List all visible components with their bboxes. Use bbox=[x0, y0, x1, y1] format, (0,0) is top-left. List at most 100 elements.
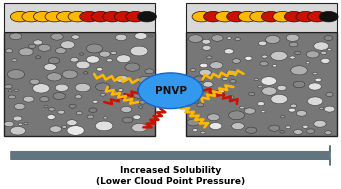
Circle shape bbox=[55, 84, 68, 91]
Circle shape bbox=[293, 81, 305, 88]
Circle shape bbox=[114, 11, 133, 22]
Circle shape bbox=[91, 11, 110, 22]
Circle shape bbox=[327, 49, 331, 51]
Circle shape bbox=[130, 46, 148, 56]
Circle shape bbox=[87, 115, 94, 119]
Circle shape bbox=[261, 111, 265, 113]
Circle shape bbox=[204, 11, 223, 22]
Circle shape bbox=[24, 122, 28, 125]
Circle shape bbox=[222, 77, 228, 81]
Circle shape bbox=[75, 83, 90, 92]
Circle shape bbox=[321, 51, 327, 54]
Circle shape bbox=[13, 116, 22, 121]
Circle shape bbox=[116, 34, 127, 41]
Circle shape bbox=[261, 11, 280, 22]
Circle shape bbox=[145, 69, 154, 74]
Circle shape bbox=[192, 100, 199, 103]
Circle shape bbox=[209, 123, 222, 129]
Circle shape bbox=[14, 89, 18, 92]
Circle shape bbox=[149, 35, 152, 37]
Circle shape bbox=[288, 108, 295, 112]
Circle shape bbox=[261, 77, 277, 85]
Circle shape bbox=[133, 115, 141, 119]
Circle shape bbox=[86, 44, 103, 53]
Circle shape bbox=[269, 125, 280, 131]
Circle shape bbox=[68, 11, 87, 22]
Circle shape bbox=[245, 56, 252, 60]
Circle shape bbox=[33, 11, 53, 22]
Circle shape bbox=[61, 41, 75, 49]
Circle shape bbox=[95, 121, 113, 131]
Circle shape bbox=[313, 72, 317, 75]
Circle shape bbox=[230, 80, 236, 83]
Circle shape bbox=[271, 51, 287, 60]
Circle shape bbox=[117, 55, 131, 63]
Circle shape bbox=[295, 51, 301, 55]
Circle shape bbox=[215, 11, 234, 22]
Circle shape bbox=[202, 39, 210, 44]
Circle shape bbox=[262, 55, 267, 58]
Circle shape bbox=[138, 76, 152, 84]
Circle shape bbox=[48, 57, 60, 64]
Circle shape bbox=[306, 62, 310, 64]
Circle shape bbox=[5, 84, 12, 89]
Circle shape bbox=[33, 40, 43, 45]
Circle shape bbox=[262, 87, 277, 95]
Circle shape bbox=[296, 11, 315, 22]
Circle shape bbox=[72, 35, 79, 39]
Circle shape bbox=[40, 97, 49, 102]
Circle shape bbox=[284, 11, 303, 22]
Circle shape bbox=[95, 83, 110, 91]
Circle shape bbox=[100, 93, 105, 96]
Circle shape bbox=[69, 104, 76, 108]
Circle shape bbox=[22, 11, 41, 22]
Circle shape bbox=[12, 59, 17, 62]
Circle shape bbox=[190, 69, 195, 71]
Circle shape bbox=[197, 103, 204, 107]
Circle shape bbox=[326, 93, 333, 97]
Circle shape bbox=[122, 117, 133, 123]
Circle shape bbox=[112, 90, 118, 93]
Circle shape bbox=[286, 34, 299, 41]
Circle shape bbox=[200, 63, 208, 68]
Circle shape bbox=[139, 100, 146, 104]
Circle shape bbox=[35, 56, 41, 59]
Circle shape bbox=[325, 131, 331, 135]
Circle shape bbox=[314, 120, 326, 127]
Text: Increased Solubility: Increased Solubility bbox=[120, 166, 221, 175]
Circle shape bbox=[315, 78, 321, 82]
Circle shape bbox=[266, 36, 280, 43]
Circle shape bbox=[75, 95, 81, 98]
Circle shape bbox=[238, 11, 257, 22]
Circle shape bbox=[308, 11, 327, 22]
Circle shape bbox=[258, 41, 267, 46]
Circle shape bbox=[308, 97, 323, 105]
Circle shape bbox=[89, 108, 97, 112]
Circle shape bbox=[47, 115, 55, 119]
Circle shape bbox=[227, 37, 231, 39]
Circle shape bbox=[4, 121, 14, 127]
Circle shape bbox=[138, 73, 203, 108]
Circle shape bbox=[14, 104, 25, 109]
Circle shape bbox=[224, 49, 234, 54]
Circle shape bbox=[192, 11, 211, 22]
Circle shape bbox=[79, 53, 84, 55]
Circle shape bbox=[296, 111, 307, 116]
Bar bbox=[186, 3, 337, 32]
Circle shape bbox=[18, 123, 23, 125]
Circle shape bbox=[99, 51, 110, 57]
Circle shape bbox=[58, 110, 65, 114]
Circle shape bbox=[93, 100, 98, 103]
Bar bbox=[4, 32, 155, 136]
Circle shape bbox=[260, 61, 268, 66]
Circle shape bbox=[125, 63, 140, 71]
Circle shape bbox=[8, 90, 12, 92]
Circle shape bbox=[280, 131, 284, 133]
Circle shape bbox=[62, 70, 77, 79]
Circle shape bbox=[324, 106, 335, 112]
Circle shape bbox=[320, 107, 324, 109]
Circle shape bbox=[309, 83, 321, 90]
Circle shape bbox=[84, 72, 88, 74]
Circle shape bbox=[246, 127, 257, 133]
Circle shape bbox=[67, 120, 77, 125]
